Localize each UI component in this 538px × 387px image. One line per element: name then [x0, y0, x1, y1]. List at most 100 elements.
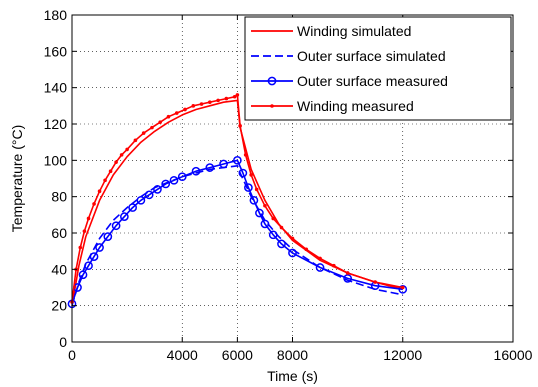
- data-point: [238, 168, 248, 178]
- y-tick-label: 60: [51, 225, 67, 241]
- x-tick-label: 4000: [167, 347, 198, 363]
- data-point: [82, 229, 87, 233]
- series-4: [70, 93, 405, 304]
- data-point: [84, 261, 93, 271]
- series-line: [71, 159, 403, 305]
- data-point: [166, 114, 171, 119]
- data-point: [97, 189, 102, 194]
- data-point: [279, 225, 284, 230]
- data-point: [304, 247, 309, 252]
- data-point: [373, 280, 377, 284]
- data-point: [128, 203, 137, 212]
- data-point: [108, 169, 113, 174]
- data-point: [183, 107, 187, 112]
- data-point: [254, 187, 259, 192]
- legend-entry: Winding simulated: [251, 23, 411, 39]
- data-point: [78, 270, 88, 280]
- data-point: [219, 159, 228, 169]
- data-point: [315, 263, 325, 272]
- data-point: [290, 236, 295, 241]
- data-point: [153, 185, 162, 194]
- y-tick-label: 80: [51, 189, 67, 205]
- data-point: [318, 256, 322, 261]
- data-point: [208, 100, 212, 104]
- data-point: [86, 216, 91, 221]
- series-3: [67, 155, 408, 309]
- data-point: [103, 178, 107, 183]
- y-tick-label: 140: [44, 80, 68, 96]
- legend-entry: Winding measured: [251, 98, 414, 114]
- data-point: [141, 131, 146, 135]
- y-axis-label: Temperature (°C): [9, 125, 25, 233]
- data-point: [244, 183, 253, 192]
- legend-marker: [270, 104, 274, 108]
- legend-box: [244, 16, 512, 121]
- data-point: [174, 111, 179, 115]
- legend: Winding simulated Outer surface simulated…: [244, 16, 512, 121]
- data-point: [263, 203, 267, 208]
- data-point: [332, 263, 336, 268]
- data-point: [255, 208, 264, 218]
- x-tick-label: 6000: [222, 347, 253, 363]
- series-line: [71, 94, 403, 303]
- legend-label: Winding simulated: [297, 23, 411, 39]
- data-point: [238, 124, 242, 128]
- data-point: [235, 93, 240, 97]
- legend-label: Winding measured: [297, 98, 414, 114]
- data-point: [169, 175, 179, 185]
- y-tick-label: 40: [51, 261, 67, 277]
- data-point: [92, 202, 96, 206]
- data-point: [191, 166, 201, 176]
- data-point: [343, 274, 352, 283]
- series-2: [71, 165, 403, 306]
- data-point: [144, 190, 154, 200]
- data-point: [288, 248, 297, 258]
- data-point: [158, 120, 162, 124]
- data-point: [277, 239, 286, 249]
- data-point: [260, 219, 270, 229]
- series-lines: [67, 93, 408, 309]
- x-tick-label: 8000: [277, 347, 308, 363]
- data-point: [271, 216, 276, 221]
- legend-marker: [267, 76, 277, 86]
- data-point: [114, 160, 118, 164]
- y-tick-label: 100: [44, 152, 68, 168]
- series-line: [71, 99, 404, 306]
- data-point: [191, 104, 196, 108]
- data-point: [216, 98, 220, 103]
- data-point: [120, 212, 129, 221]
- data-point: [125, 147, 129, 152]
- x-axis-label: Time (s): [267, 368, 318, 384]
- series-line: [71, 165, 403, 306]
- series-1: [71, 99, 404, 306]
- data-point: [95, 243, 104, 252]
- data-point: [103, 232, 113, 241]
- data-point: [232, 94, 237, 99]
- y-tick-label: 20: [51, 298, 67, 314]
- y-tick-label: 160: [44, 43, 68, 59]
- y-tick-label: 180: [44, 7, 68, 23]
- data-point: [133, 138, 138, 143]
- data-point: [89, 252, 99, 261]
- x-tick-label: 16000: [494, 347, 533, 363]
- data-point: [136, 195, 146, 205]
- data-point: [400, 285, 405, 290]
- legend-entry: Outer surface simulated: [251, 48, 446, 64]
- data-point: [150, 125, 154, 130]
- data-point: [233, 155, 242, 165]
- data-point: [177, 172, 187, 182]
- axis-ticks: 0 4000 6000 8000 12000 16000 0 20 40 60 80 100 120 14…: [44, 7, 533, 363]
- x-tick-label: 12000: [383, 347, 422, 363]
- data-point: [224, 96, 229, 101]
- data-point: [243, 153, 248, 157]
- data-point: [205, 163, 215, 172]
- data-point: [78, 245, 83, 250]
- legend-label: Outer surface measured: [297, 73, 448, 89]
- y-tick-label: 120: [44, 116, 68, 132]
- data-point: [161, 179, 171, 189]
- data-point: [249, 173, 253, 177]
- legend-entry: Outer surface measured: [251, 73, 448, 89]
- x-tick-label: 0: [68, 347, 76, 363]
- legend-label: Outer surface simulated: [297, 48, 446, 64]
